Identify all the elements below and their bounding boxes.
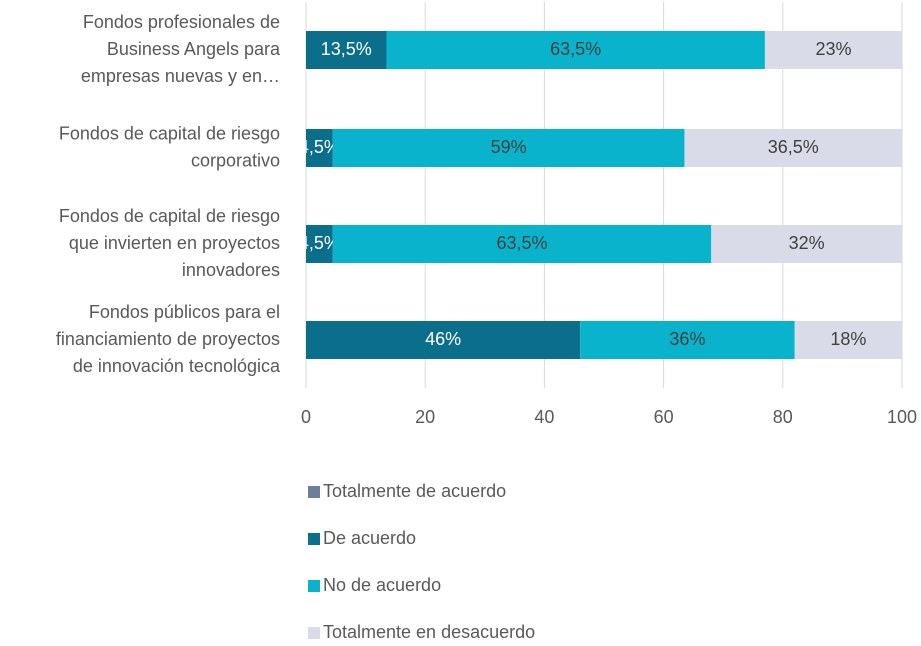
bar-segment: [794, 321, 902, 359]
legend-swatch: [308, 533, 320, 545]
bar-segment: [306, 31, 387, 69]
x-tick-label: 100: [887, 407, 917, 427]
value-label: 63,5%: [497, 233, 548, 253]
bar-segment: [306, 225, 333, 263]
legend-swatch: [308, 486, 320, 498]
y-tick-label: corporativo: [191, 150, 280, 170]
bar-segment: [684, 129, 902, 167]
bar-segment: [580, 321, 795, 359]
legend-swatch: [308, 627, 320, 639]
x-tick-label: 20: [415, 407, 435, 427]
value-label: 13,5%: [321, 39, 372, 59]
legend-swatch: [308, 580, 320, 592]
value-label: 59%: [491, 137, 527, 157]
y-tick-label: que invierten en proyectos: [69, 233, 280, 253]
value-label: 46%: [425, 329, 461, 349]
y-tick-label: innovadores: [182, 260, 280, 280]
bar-segment: [332, 225, 712, 263]
y-tick-label: Fondos profesionales de: [83, 12, 280, 32]
legend-label: No de acuerdo: [323, 575, 441, 595]
bar-segment: [386, 31, 765, 69]
x-tick-label: 40: [534, 407, 554, 427]
value-label: 32%: [789, 233, 825, 253]
value-label: 4,5%: [299, 233, 340, 253]
y-tick-label: Fondos de capital de riesgo: [59, 206, 280, 226]
y-tick-label: Fondos de capital de riesgo: [59, 123, 280, 143]
y-tick-label: financiamiento de proyectos: [56, 329, 280, 349]
labels: 0 20 40 60 80 100 Fondos profesionales de Busin…: [56, 12, 917, 642]
y-tick-label: empresas nuevas y en…: [81, 66, 280, 86]
bar-segment: [306, 321, 581, 359]
legend-label: De acuerdo: [323, 528, 416, 548]
value-label: 23%: [815, 39, 851, 59]
x-tick-label: 0: [301, 407, 311, 427]
x-tick-label: 60: [654, 407, 674, 427]
value-label: 36,5%: [768, 137, 819, 157]
y-tick-label: de innovación tecnológica: [73, 356, 281, 376]
legend-label: Totalmente en desacuerdo: [323, 622, 535, 642]
value-label: 63,5%: [550, 39, 601, 59]
value-label: 18%: [830, 329, 866, 349]
value-label: 4,5%: [299, 137, 340, 157]
bar-segment: [306, 129, 333, 167]
bar-segment: [711, 225, 902, 263]
bar-segment: [764, 31, 902, 69]
bar-segment: [332, 129, 685, 167]
y-tick-label: Business Angels para: [107, 39, 281, 59]
value-label: 36%: [669, 329, 705, 349]
y-tick-label: Fondos públicos para el: [89, 302, 280, 322]
x-tick-label: 80: [773, 407, 793, 427]
bars: 13,5% 63,5% 23% 4,5% 59% 36,5% 4,5% 63,5% 32% 46%…: [299, 31, 902, 359]
legend-label: Totalmente de acuerdo: [323, 481, 506, 501]
